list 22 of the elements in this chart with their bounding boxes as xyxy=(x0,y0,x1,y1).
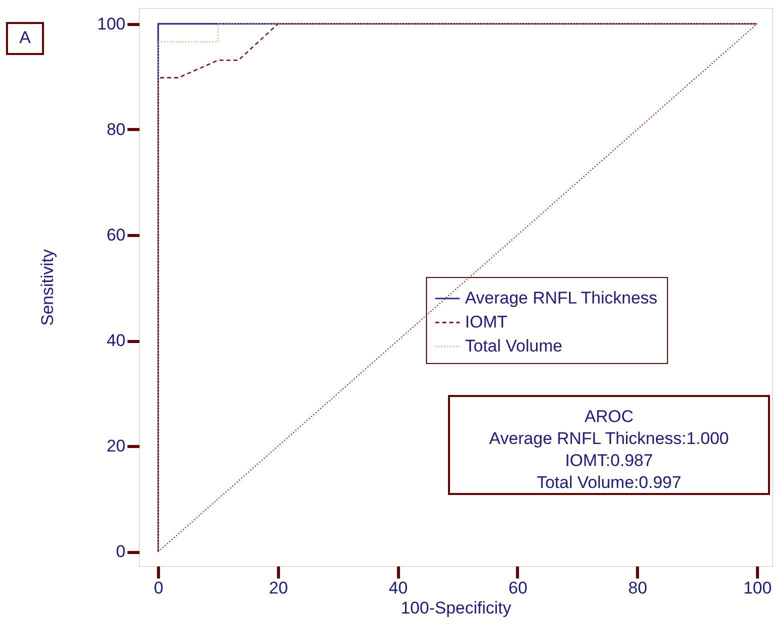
x-axis-title: 100-Specificity xyxy=(400,598,512,618)
annotation: Total Volume:0.997 xyxy=(536,473,682,492)
x-tick-label: 20 xyxy=(268,578,288,598)
annotation: AROC xyxy=(584,407,634,426)
y-tick-label: 20 xyxy=(106,436,126,456)
text: A xyxy=(19,28,32,47)
legend-label: IOMT xyxy=(465,312,508,332)
x-tick-label: 0 xyxy=(154,578,164,598)
annotation: Average RNFL Thickness:1.000 xyxy=(489,429,729,448)
x-tick-label: 40 xyxy=(388,578,408,598)
y-tick-label: 80 xyxy=(106,120,126,139)
legend-label: Total Volume xyxy=(465,336,562,356)
x-tick-label: 100 xyxy=(743,578,772,598)
y-axis-title: Sensitivity xyxy=(38,248,58,326)
x-tick-label: 80 xyxy=(628,578,648,598)
annotation: IOMT:0.987 xyxy=(565,451,653,470)
y-tick-label: 0 xyxy=(116,542,126,562)
y-tick-label: 100 xyxy=(97,14,126,34)
y-tick-label: 40 xyxy=(106,331,126,350)
legend-label: Average RNFL Thickness xyxy=(465,288,658,308)
y-tick-label: 60 xyxy=(106,226,126,244)
x-tick-label: 60 xyxy=(508,578,528,598)
